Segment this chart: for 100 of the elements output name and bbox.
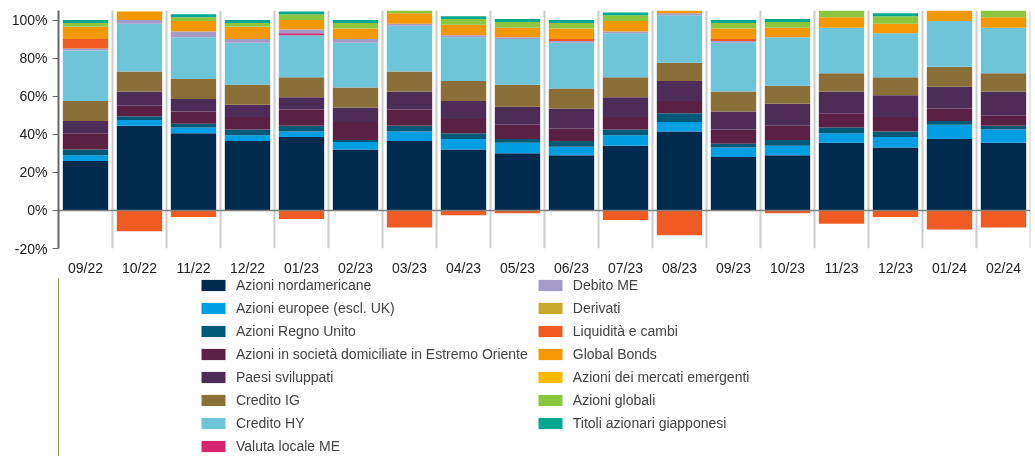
bar bbox=[602, 97, 649, 118]
x-tick-label: 11/22 bbox=[176, 259, 211, 276]
bar bbox=[872, 117, 919, 132]
bar bbox=[386, 210, 433, 228]
bar bbox=[62, 26, 109, 40]
bar bbox=[980, 129, 1027, 143]
bar bbox=[116, 23, 163, 72]
bar bbox=[872, 13, 919, 17]
bar bbox=[656, 131, 703, 211]
bar bbox=[494, 27, 541, 38]
legend-label: Azioni europee (escl. UK) bbox=[236, 300, 395, 316]
bar bbox=[872, 33, 919, 78]
x-tick-label: 02/23 bbox=[337, 259, 374, 276]
bar bbox=[386, 71, 433, 92]
bar bbox=[872, 95, 919, 118]
bar bbox=[332, 28, 379, 40]
bar bbox=[62, 22, 109, 27]
bar bbox=[494, 39, 541, 85]
x-tick-label: 01/23 bbox=[283, 259, 320, 276]
bar bbox=[602, 15, 649, 21]
bar bbox=[926, 66, 973, 87]
bar bbox=[656, 15, 703, 63]
bar bbox=[548, 88, 595, 109]
bar bbox=[440, 24, 487, 36]
bar bbox=[62, 149, 109, 156]
bar bbox=[170, 37, 217, 80]
bar bbox=[602, 210, 649, 220]
bar bbox=[278, 137, 325, 211]
x-tick-label: 12/23 bbox=[877, 259, 914, 276]
bar bbox=[494, 84, 541, 107]
bar bbox=[818, 91, 865, 114]
bar bbox=[440, 133, 487, 140]
legend-label: Azioni Regno Unito bbox=[236, 323, 356, 339]
bar bbox=[602, 33, 649, 78]
bar bbox=[278, 97, 325, 110]
bar bbox=[116, 105, 163, 117]
bar bbox=[440, 37, 487, 81]
bar bbox=[764, 145, 811, 156]
bar bbox=[62, 133, 109, 150]
bar bbox=[62, 100, 109, 121]
bar bbox=[710, 91, 757, 112]
x-tick-label: 01/24 bbox=[931, 259, 968, 276]
bar bbox=[170, 111, 217, 124]
bar bbox=[872, 23, 919, 34]
x-tick-label: 12/22 bbox=[229, 259, 266, 276]
bar bbox=[278, 109, 325, 126]
bar bbox=[116, 116, 163, 120]
bar bbox=[872, 77, 919, 96]
legend-label: Valuta locale ME bbox=[236, 438, 341, 454]
bar bbox=[440, 19, 487, 25]
bar bbox=[332, 39, 379, 43]
bar bbox=[764, 27, 811, 38]
legend-label: Azioni nordamericane bbox=[236, 277, 372, 293]
bar bbox=[818, 113, 865, 128]
bar bbox=[386, 109, 433, 126]
x-tick-label: 06/23 bbox=[553, 259, 590, 276]
bar bbox=[332, 87, 379, 108]
bar bbox=[710, 143, 757, 148]
y-tick-label: 20% bbox=[19, 164, 48, 181]
bar bbox=[872, 137, 919, 148]
bar bbox=[224, 104, 271, 118]
legend-label: Derivati bbox=[572, 300, 621, 316]
bar bbox=[710, 157, 757, 211]
bar bbox=[494, 124, 541, 140]
bar bbox=[926, 124, 973, 140]
bar bbox=[386, 91, 433, 110]
bar bbox=[602, 135, 649, 146]
bar bbox=[818, 17, 865, 28]
legend-label: Credito HY bbox=[236, 415, 305, 431]
bar bbox=[818, 27, 865, 74]
y-tick-label: 0% bbox=[27, 202, 48, 219]
bar bbox=[278, 131, 325, 138]
bar bbox=[332, 107, 379, 122]
bar bbox=[764, 155, 811, 211]
bar bbox=[332, 141, 379, 150]
bar bbox=[224, 117, 271, 130]
legend-label: Debito ME bbox=[572, 277, 639, 293]
bar bbox=[170, 31, 217, 38]
bar bbox=[224, 42, 271, 85]
x-tick-label: 09/23 bbox=[715, 259, 752, 276]
bar bbox=[710, 129, 757, 144]
bar bbox=[62, 50, 109, 101]
bar bbox=[710, 22, 757, 29]
bar bbox=[764, 139, 811, 146]
bar bbox=[764, 85, 811, 104]
bar bbox=[440, 119, 487, 134]
bar bbox=[656, 62, 703, 81]
bar bbox=[440, 80, 487, 101]
legend-label: Credito IG bbox=[236, 392, 300, 408]
bar bbox=[548, 28, 595, 40]
bar bbox=[548, 22, 595, 29]
bar bbox=[170, 133, 217, 211]
y-tick-label: 40% bbox=[19, 126, 48, 143]
legend-label: Paesi sviluppati bbox=[236, 369, 334, 385]
bar bbox=[656, 100, 703, 114]
bar bbox=[494, 142, 541, 154]
bar bbox=[116, 119, 163, 126]
bar bbox=[386, 131, 433, 141]
bar bbox=[602, 77, 649, 98]
bar bbox=[278, 77, 325, 98]
